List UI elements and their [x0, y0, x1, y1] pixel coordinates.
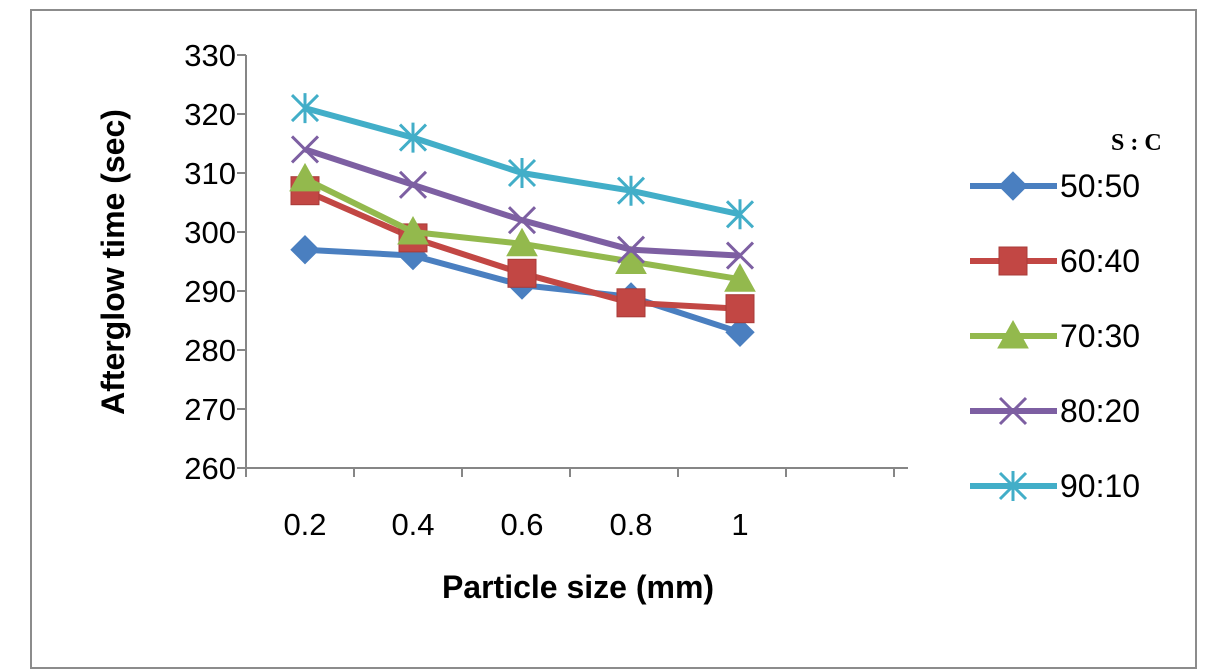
- legend-label: 60:40: [1060, 243, 1140, 279]
- series-70-30: [289, 162, 756, 292]
- data-point: [616, 235, 646, 264]
- legend-entry: 90:10: [970, 468, 1140, 504]
- y-tick-label: 260: [184, 451, 236, 486]
- data-point: [725, 317, 755, 348]
- x-tick-label: 0.4: [391, 507, 434, 542]
- data-point: [724, 263, 756, 292]
- data-point: [725, 241, 755, 270]
- series-90-10: [290, 93, 755, 230]
- y-tick-label: 300: [184, 215, 236, 250]
- data-point: [398, 122, 428, 153]
- data-point: [290, 93, 320, 124]
- legend-entry: 70:30: [970, 318, 1140, 354]
- y-tick-label: 270: [184, 392, 236, 427]
- data-point: [290, 234, 320, 265]
- x-axis: 0.2 0.4 0.6 0.8 1: [245, 467, 908, 542]
- legend-title: S : C: [1111, 130, 1162, 156]
- data-point: [506, 227, 538, 257]
- legend-entry: 80:20: [970, 393, 1140, 429]
- legend-entry: 50:50: [970, 168, 1140, 204]
- legend-marker: [998, 396, 1028, 426]
- data-point: [616, 288, 646, 318]
- legend: S : C 50:50 60:40 70:30 80:20 90:10: [970, 130, 1162, 504]
- legend-label: 90:10: [1060, 468, 1140, 504]
- x-axis-title: Particle size (mm): [442, 569, 714, 605]
- data-point: [289, 162, 321, 192]
- legend-label: 50:50: [1060, 168, 1140, 204]
- legend-marker: [998, 171, 1028, 201]
- y-axis-title: Afterglow time (sec): [95, 109, 131, 415]
- data-point: [398, 170, 428, 199]
- y-tick-label: 310: [184, 156, 236, 191]
- series-80-20: [290, 135, 755, 270]
- x-tick-label: 0.8: [609, 507, 652, 542]
- legend-label: 80:20: [1060, 393, 1140, 429]
- data-point: [725, 294, 755, 324]
- y-tick-label: 280: [184, 333, 236, 368]
- line-chart: 330 320 310 300 290 280 270 260 0.2 0.4 0.6 0.8 1 A…: [95, 38, 1162, 605]
- x-tick-label: 0.2: [283, 507, 326, 542]
- y-tick-label: 290: [184, 274, 236, 309]
- data-point: [397, 215, 429, 245]
- data-point: [615, 245, 647, 274]
- y-axis: 330 320 310 300 290 280 270 260: [184, 38, 247, 486]
- plot-area: [289, 93, 756, 348]
- data-point: [507, 158, 537, 188]
- legend-marker: [998, 246, 1028, 276]
- data-point: [507, 206, 537, 235]
- legend-label: 70:30: [1060, 318, 1140, 354]
- data-point: [507, 258, 537, 288]
- legend-marker: [997, 319, 1029, 349]
- y-tick-label: 320: [184, 97, 236, 132]
- data-point: [725, 199, 755, 230]
- legend-entry: 60:40: [970, 243, 1140, 279]
- legend-marker: [998, 471, 1028, 501]
- data-point: [290, 135, 320, 164]
- x-tick-label: 1: [731, 507, 748, 542]
- x-tick-label: 0.6: [500, 507, 543, 542]
- data-point: [616, 175, 646, 206]
- y-tick-label: 330: [184, 38, 236, 73]
